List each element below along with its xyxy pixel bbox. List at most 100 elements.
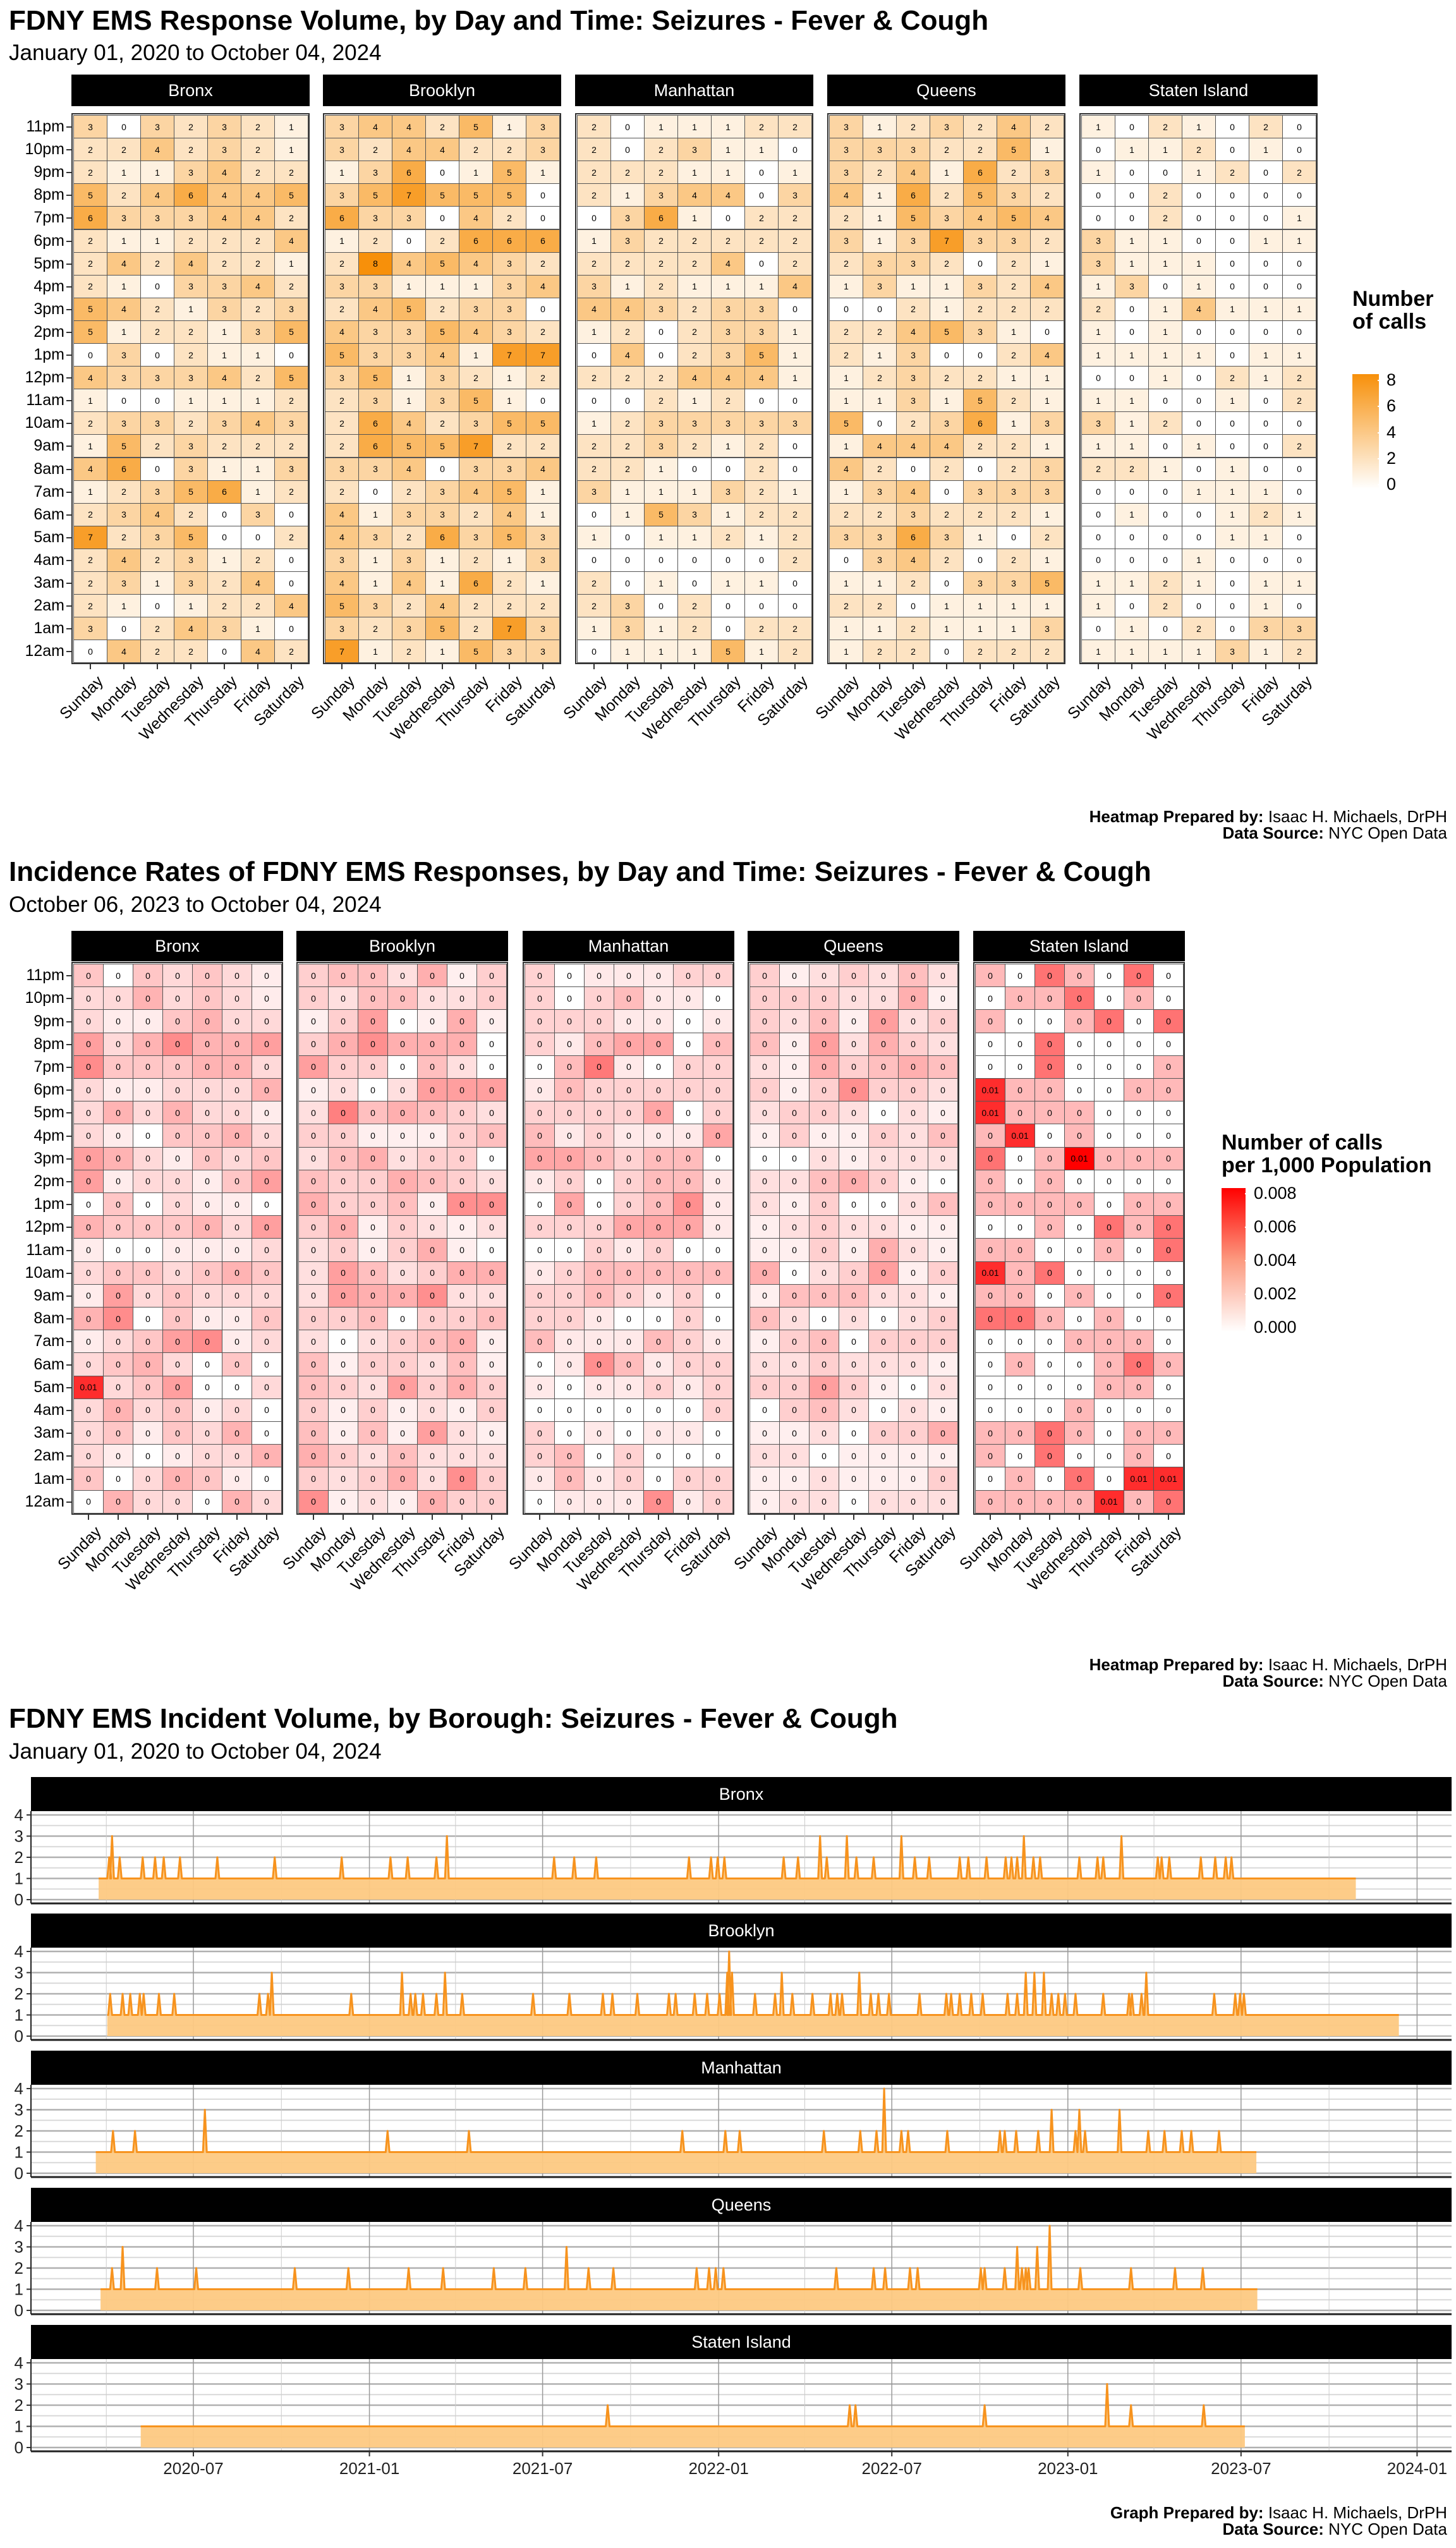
cell-label: 3 — [406, 349, 411, 360]
cell-label: 3 — [121, 509, 126, 520]
cell-label: 5 — [406, 440, 411, 451]
heatmap-cell: 7 — [492, 343, 526, 367]
heatmap-cell: 1 — [107, 229, 141, 253]
cell-label: 1 — [440, 281, 445, 292]
cell-label: 1 — [88, 440, 93, 451]
cell-label: 3 — [121, 372, 126, 383]
x-axis-tick — [123, 664, 124, 670]
y-axis-tick — [66, 355, 71, 356]
cell-label: 2 — [507, 212, 512, 223]
facet-strip-label: Brooklyn — [708, 1921, 774, 1940]
cell-label: 1 — [121, 167, 126, 178]
cell-label: 4 — [440, 349, 445, 360]
y-axis-label: 3 — [15, 1827, 23, 1846]
cell-label: 1 — [188, 600, 193, 611]
cell-label: 2 — [188, 646, 193, 657]
cell-label: 2 — [540, 327, 545, 337]
cell-label: 3 — [222, 418, 227, 428]
y-axis-label: 3am — [33, 574, 64, 592]
heatmap1-subtitle: January 01, 2020 to October 04, 2024 — [9, 40, 382, 65]
y-axis-tick — [66, 514, 71, 516]
cell-label: 2 — [373, 144, 378, 155]
heatmap-cell: 4 — [107, 640, 141, 664]
cell-label: 2 — [255, 555, 260, 566]
heatmap-cell: 2 — [73, 548, 107, 572]
heatmap-cell: 4 — [392, 411, 426, 435]
cell-label: 3 — [188, 440, 193, 451]
cell-label: 2 — [155, 304, 160, 315]
y-axis-label: 2 — [15, 2259, 23, 2278]
y-axis-tick — [66, 308, 71, 310]
cell-label: 0 — [222, 532, 227, 543]
heatmap-cell: 2 — [358, 229, 392, 253]
cell-label: 3 — [373, 212, 378, 223]
cell-label: 2 — [255, 167, 260, 178]
heatmap-cell: 3 — [274, 297, 308, 321]
x-axis-label: 2022-01 — [688, 2459, 748, 2478]
heatmap-cell: 4 — [107, 297, 141, 321]
cell-label: 5 — [440, 327, 445, 337]
y-axis-label: 2pm — [33, 322, 64, 341]
cell-label: 3 — [373, 281, 378, 292]
heatmap-cell: 4 — [241, 640, 275, 664]
heatmap-cell: 0 — [73, 343, 107, 367]
y-axis-tick — [66, 172, 71, 174]
y-axis-tick — [66, 559, 71, 561]
heatmap-cell: 3 — [140, 480, 174, 504]
y-axis-tick — [66, 126, 71, 128]
cell-label: 3 — [440, 395, 445, 406]
cell-label: 0 — [289, 578, 294, 588]
cell-label: 0 — [540, 212, 545, 223]
cell-label: 0 — [289, 555, 294, 566]
heatmap-cell: 2 — [274, 206, 308, 230]
heatmap-cell: 5 — [358, 366, 392, 390]
cell-label: 5 — [473, 395, 478, 406]
y-axis-label: 12pm — [25, 368, 64, 387]
cell-label: 2 — [88, 258, 93, 269]
heatmap-cell: 3 — [140, 366, 174, 390]
cell-label: 2 — [289, 167, 294, 178]
cell-label: 2 — [188, 236, 193, 246]
heatmap-cell: 3 — [274, 411, 308, 435]
cell-label: 4 — [121, 304, 126, 315]
cell-label: 8 — [373, 258, 378, 269]
heatmap-cell: 2 — [140, 297, 174, 321]
x-axis-label: 2023-01 — [1038, 2459, 1098, 2478]
cell-label: 3 — [507, 258, 512, 269]
cell-label: 4 — [540, 281, 545, 292]
cell-label: 2 — [88, 578, 93, 588]
heatmap-cell: 7 — [392, 183, 426, 207]
cell-label: 1 — [222, 395, 227, 406]
y-axis-label: 10pm — [25, 140, 64, 159]
cell-label: 2 — [188, 144, 193, 155]
cell-label: 2 — [255, 304, 260, 315]
heatmap-cell: 3 — [241, 502, 275, 526]
y-axis-tick — [66, 651, 71, 653]
cell-label: 6 — [507, 236, 512, 246]
cell-label: 3 — [540, 144, 545, 155]
cell-label: 0 — [121, 623, 126, 634]
cell-label: 1 — [121, 327, 126, 337]
cell-label: 1 — [188, 304, 193, 315]
cell-label: 3 — [222, 121, 227, 132]
cell-label: 3 — [188, 212, 193, 223]
heatmap-cell: 6 — [392, 161, 426, 185]
heatmap-cell: 2 — [241, 594, 275, 618]
heatmap-cell: 4 — [459, 252, 493, 276]
heatmap-cell: 3 — [107, 206, 141, 230]
heatmap-cell: 2 — [325, 434, 359, 458]
heatmap-cell: 4 — [358, 115, 392, 139]
cell-label: 3 — [188, 372, 193, 383]
heatmap-cell: 3 — [425, 389, 459, 413]
cell-label: 4 — [373, 121, 378, 132]
cell-label: 3 — [373, 349, 378, 360]
x-axis-label: 2022-07 — [862, 2459, 922, 2478]
x-axis-label: 2020-07 — [163, 2459, 223, 2478]
y-axis-label: 2 — [15, 2121, 23, 2140]
y-axis-label: 3 — [15, 2238, 23, 2257]
cell-label: 3 — [155, 418, 160, 428]
cell-label: 5 — [507, 167, 512, 178]
y-axis-tick — [66, 605, 71, 607]
cell-label: 0 — [222, 646, 227, 657]
y-axis-label: 9pm — [33, 163, 64, 181]
